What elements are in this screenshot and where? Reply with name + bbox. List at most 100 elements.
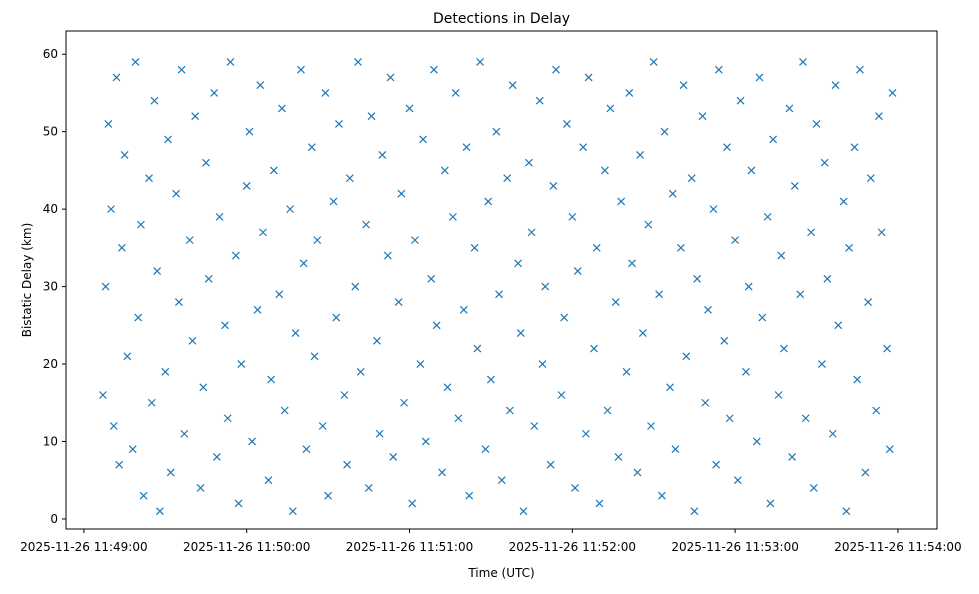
data-point-marker [202, 158, 210, 167]
data-point-marker [579, 143, 588, 152]
data-point-marker [842, 507, 851, 516]
data-point-marker [866, 174, 875, 183]
data-point-marker [321, 89, 330, 97]
data-point-marker [885, 445, 894, 454]
data-point-marker [519, 507, 528, 516]
data-point-marker [763, 212, 772, 221]
data-point-marker [280, 406, 289, 415]
data-point-marker [774, 391, 783, 399]
data-point-marker [269, 166, 278, 175]
y-axis: 0 10 20 30 40 50 60 [43, 47, 66, 526]
data-point-marker [497, 476, 506, 485]
data-point-marker [505, 406, 514, 415]
data-point-marker [291, 329, 300, 337]
data-point-marker [180, 429, 189, 438]
data-point-marker [123, 352, 132, 361]
data-point-marker [636, 150, 645, 159]
data-point-marker [299, 259, 308, 268]
data-point-marker [552, 65, 560, 74]
x-tick-label: 2025-11-26 11:54:00 [834, 540, 961, 554]
data-point-marker [581, 429, 590, 438]
data-point-marker [704, 305, 712, 314]
y-axis-label: Bistatic Delay (km) [20, 223, 34, 338]
data-point-marker [628, 259, 636, 268]
data-point-marker [679, 81, 688, 90]
data-point-marker [107, 205, 115, 214]
data-point-marker [888, 89, 897, 97]
data-point-marker [666, 383, 674, 392]
data-point-marker [527, 228, 536, 237]
data-point-marker [828, 429, 837, 438]
data-point-marker [549, 181, 558, 190]
data-point-marker [364, 484, 373, 492]
data-point-marker [351, 282, 360, 291]
x-axis-label: Time (UTC) [467, 566, 534, 580]
data-point-marker [850, 143, 859, 152]
data-point-marker [809, 484, 818, 492]
data-point-marker [503, 174, 512, 183]
data-point-marker [267, 375, 276, 384]
data-point-marker [324, 491, 333, 500]
data-point-marker [253, 305, 262, 314]
data-point-marker [861, 468, 870, 477]
data-point-marker [796, 290, 805, 299]
data-point-marker [649, 58, 658, 66]
data-point-marker [427, 274, 436, 283]
data-point-marker [709, 205, 718, 214]
data-point-marker [736, 96, 745, 105]
data-point-marker [788, 453, 797, 461]
data-point-marker [790, 181, 799, 190]
data-point-marker [210, 89, 219, 97]
data-point-marker [221, 321, 229, 330]
data-point-marker [459, 305, 468, 314]
data-point-marker [117, 243, 126, 252]
data-point-marker [676, 243, 685, 252]
data-point-marker [356, 367, 365, 376]
data-point-marker [231, 251, 240, 260]
data-point-marker [405, 104, 414, 113]
data-point-marker [820, 158, 829, 167]
x-axis: 2025-11-26 11:49:00 2025-11-26 11:50:00 20… [20, 529, 962, 554]
data-point-marker [242, 181, 251, 190]
data-point-marker [747, 166, 756, 175]
data-point-marker [508, 81, 517, 90]
data-point-marker [682, 352, 691, 361]
data-point-marker [440, 166, 449, 175]
data-points [98, 58, 897, 516]
data-point-marker [524, 158, 533, 167]
data-point-marker [134, 313, 143, 322]
data-point-marker [454, 414, 463, 423]
data-point-marker [834, 321, 843, 330]
data-point-marker [419, 135, 428, 144]
data-point-marker [416, 360, 425, 368]
data-point-marker [147, 398, 156, 407]
data-point-marker [560, 313, 569, 322]
data-point-marker [723, 143, 731, 152]
data-point-marker [473, 344, 482, 353]
data-point-marker [625, 89, 634, 97]
data-point-marker [128, 445, 137, 454]
data-point-marker [161, 367, 170, 376]
data-point-marker [136, 220, 145, 229]
data-point-marker [245, 127, 254, 136]
data-point-marker [655, 290, 664, 299]
data-point-marker [115, 460, 124, 469]
data-point-marker [226, 58, 235, 66]
data-point-marker [720, 336, 729, 345]
x-tick-label: 2025-11-26 11:52:00 [509, 540, 636, 554]
data-point-marker [742, 367, 750, 376]
data-point-marker [394, 298, 403, 306]
data-point-marker [514, 259, 522, 268]
plot-area-frame [65, 30, 938, 530]
data-point-marker [264, 476, 273, 485]
data-point-marker [375, 429, 384, 438]
y-tick-label: 30 [43, 280, 58, 294]
data-point-marker [378, 150, 387, 159]
data-point-marker [864, 298, 873, 306]
data-point-marker [568, 212, 577, 221]
data-point-marker [109, 422, 118, 430]
data-point-marker [614, 453, 623, 461]
data-point-marker [329, 197, 338, 206]
data-point-marker [389, 453, 398, 461]
